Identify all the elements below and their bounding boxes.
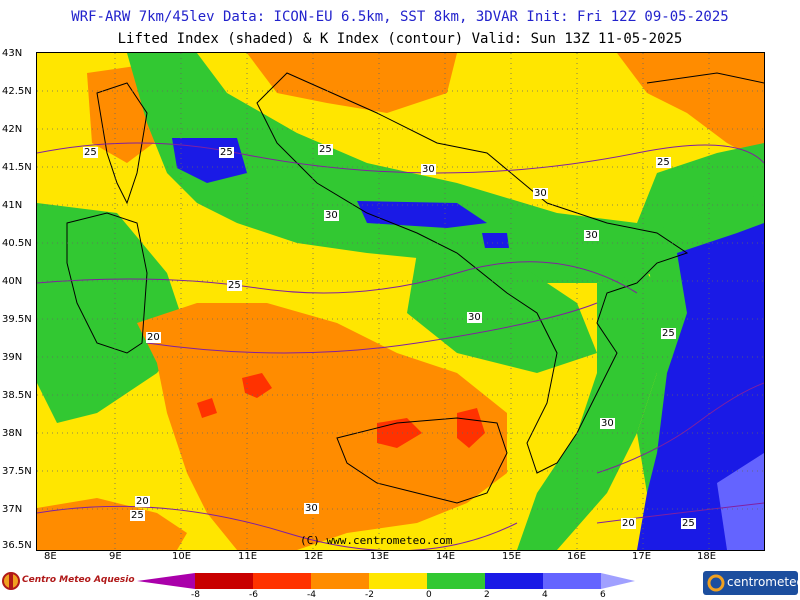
colorbar-swatch: [427, 573, 485, 589]
colorbar-tick: 0: [426, 590, 432, 600]
map-credit: (C) www.centrometeo.com: [300, 534, 453, 547]
lon-label: 17E: [632, 551, 652, 562]
lat-label: 42.5N: [2, 86, 32, 97]
logo-right-text: centrometeo: [727, 575, 800, 589]
map-field: [37, 53, 764, 550]
logo-sun-icon: [707, 574, 725, 592]
contour-label: 30: [600, 418, 615, 429]
lat-label: 37N: [2, 504, 23, 515]
lat-label: 42N: [2, 124, 23, 135]
contour-label: 20: [146, 332, 161, 343]
contour-label: 25: [656, 157, 671, 168]
lon-label: 10E: [172, 551, 192, 562]
contour-label: 30: [467, 312, 482, 323]
centrometeo-logo[interactable]: centrometeo: [703, 571, 800, 595]
lat-label: 41.5N: [2, 162, 32, 173]
contour-label: 30: [421, 164, 436, 175]
lat-label: 40.5N: [2, 238, 32, 249]
lon-label: 13E: [370, 551, 390, 562]
colorbar-tick: -4: [307, 590, 316, 600]
lat-label: 39N: [2, 352, 23, 363]
contour-label: 30: [533, 188, 548, 199]
colorbar-tick: -2: [365, 590, 374, 600]
colorbar-tick: 6: [600, 590, 606, 600]
colorbar-tick: -6: [249, 590, 258, 600]
contour-label: 30: [304, 503, 319, 514]
contour-label: 20: [135, 496, 150, 507]
lat-label: 38N: [2, 428, 23, 439]
lon-label: 9E: [109, 551, 122, 562]
lon-label: 15E: [502, 551, 522, 562]
lat-label: 38.5N: [2, 390, 32, 401]
colorbar-swatch: [195, 573, 253, 589]
lat-label: 41N: [2, 200, 23, 211]
colorbar-swatch: [601, 573, 635, 589]
colorbar-tick: -8: [191, 590, 200, 600]
contour-label: 25: [227, 280, 242, 291]
contour-label: 30: [324, 210, 339, 221]
contour-label: 25: [661, 328, 676, 339]
lon-label: 18E: [697, 551, 717, 562]
contour-label: 25: [130, 510, 145, 521]
contour-label: 25: [318, 144, 333, 155]
lat-label: 39.5N: [2, 314, 32, 325]
map-title-line1: WRF-ARW 7km/45lev Data: ICON-EU 6.5km, S…: [71, 9, 729, 25]
colorbar-tick: 2: [484, 590, 490, 600]
map-title-line2: Lifted Index (shaded) & K Index (contour…: [117, 31, 683, 47]
lat-label: 40N: [2, 276, 23, 287]
colorbar-swatch: [369, 573, 427, 589]
contour-label: 20: [621, 518, 636, 529]
colorbar-tick: 4: [542, 590, 548, 600]
colorbar-swatch: [137, 573, 195, 589]
colorbar-swatch: [543, 573, 601, 589]
lon-label: 8E: [44, 551, 57, 562]
lon-label: 16E: [567, 551, 587, 562]
logo-left-text: Centro Meteo Aquesio: [22, 575, 135, 585]
weather-map[interactable]: 25 25 25 30 30 30 25 30 25 30 25 20 30 2…: [36, 52, 765, 551]
colorbar-swatch: [311, 573, 369, 589]
logo-emblem-icon: [2, 572, 20, 590]
contour-label: 25: [83, 147, 98, 158]
lon-label: 11E: [238, 551, 258, 562]
contour-label: 30: [584, 230, 599, 241]
lat-label: 37.5N: [2, 466, 32, 477]
lon-label: 12E: [304, 551, 324, 562]
colorbar-swatch: [485, 573, 543, 589]
lon-label: 14E: [436, 551, 456, 562]
centro-meteo-aquesio-logo[interactable]: Centro Meteo Aquesio: [2, 568, 135, 594]
lifted-index-colorbar: [137, 573, 635, 589]
lat-label: 36.5N: [2, 540, 32, 551]
contour-label: 25: [681, 518, 696, 529]
contour-label: 25: [219, 147, 234, 158]
lat-label: 43N: [2, 48, 23, 59]
colorbar-swatch: [253, 573, 311, 589]
